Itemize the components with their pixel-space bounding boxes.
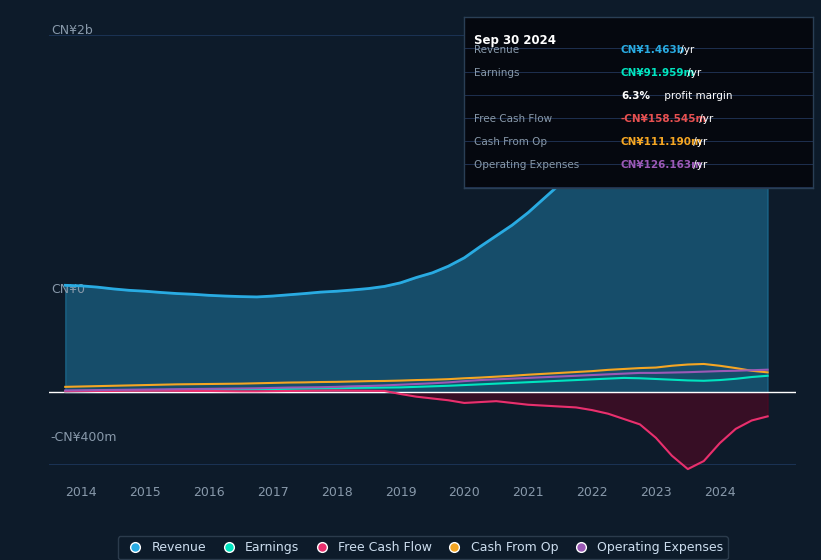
Legend: Revenue, Earnings, Free Cash Flow, Cash From Op, Operating Expenses: Revenue, Earnings, Free Cash Flow, Cash …	[117, 536, 728, 559]
Text: Earnings: Earnings	[475, 68, 520, 78]
Text: Revenue: Revenue	[475, 45, 520, 55]
Text: /yr: /yr	[677, 45, 695, 55]
Text: CN¥91.959m: CN¥91.959m	[621, 68, 695, 78]
Text: -CN¥400m: -CN¥400m	[51, 431, 117, 444]
Text: CN¥1.463b: CN¥1.463b	[621, 45, 686, 55]
Text: Sep 30 2024: Sep 30 2024	[475, 34, 557, 47]
Text: CN¥0: CN¥0	[51, 283, 85, 296]
Text: /yr: /yr	[696, 114, 713, 124]
Text: Cash From Op: Cash From Op	[475, 137, 548, 147]
Text: Free Cash Flow: Free Cash Flow	[475, 114, 553, 124]
Text: /yr: /yr	[684, 68, 701, 78]
Text: 6.3%: 6.3%	[621, 91, 650, 101]
Text: Operating Expenses: Operating Expenses	[475, 160, 580, 170]
Text: /yr: /yr	[690, 137, 707, 147]
Text: /yr: /yr	[690, 160, 707, 170]
Text: CN¥126.163m: CN¥126.163m	[621, 160, 703, 170]
Text: profit margin: profit margin	[661, 91, 732, 101]
Text: -CN¥158.545m: -CN¥158.545m	[621, 114, 707, 124]
Text: CN¥2b: CN¥2b	[51, 24, 93, 37]
Text: CN¥111.190m: CN¥111.190m	[621, 137, 703, 147]
